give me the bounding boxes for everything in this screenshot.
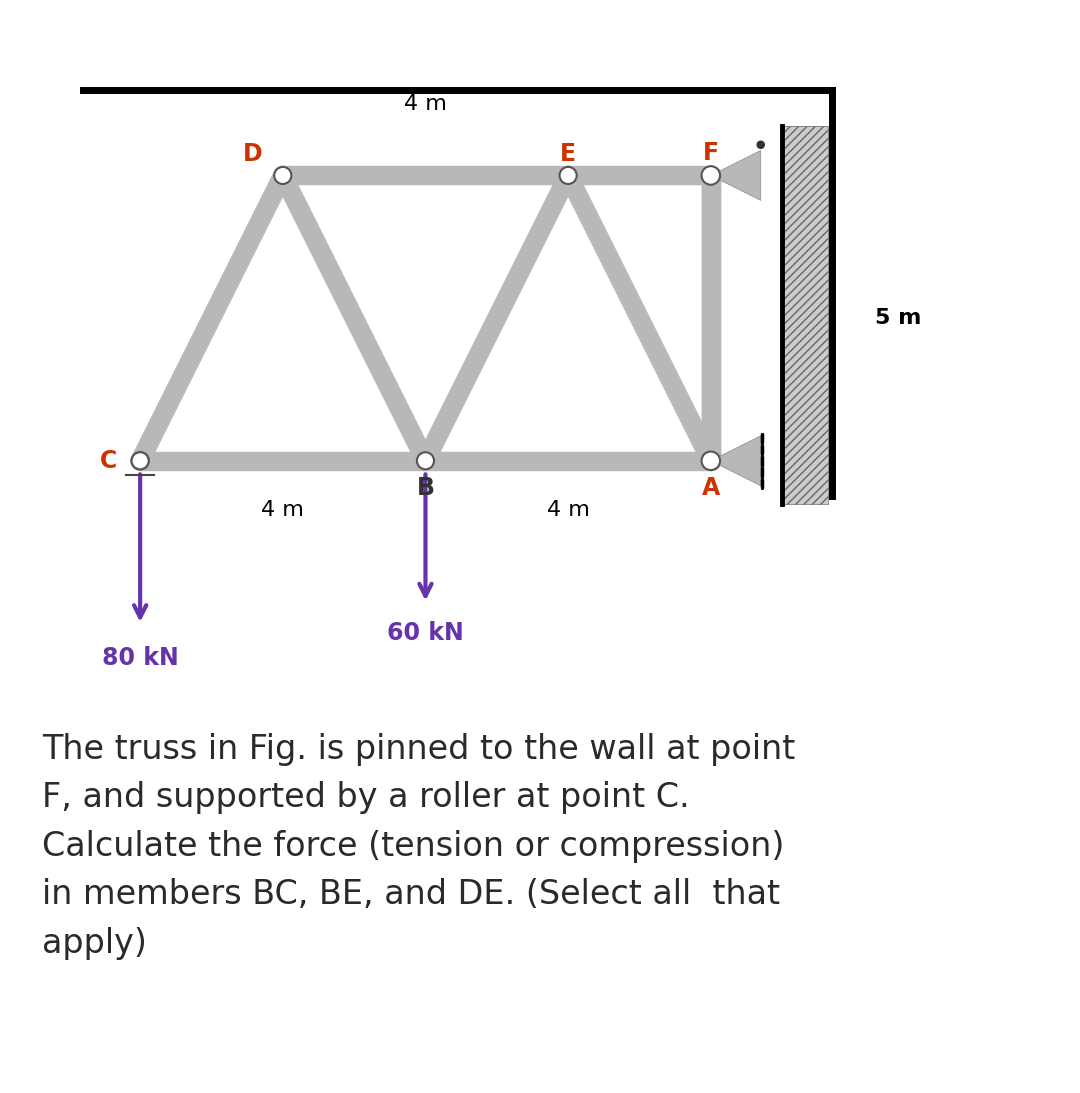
Text: F: F <box>703 141 719 165</box>
Polygon shape <box>711 151 760 200</box>
Text: 4 m: 4 m <box>404 94 447 114</box>
Text: E: E <box>561 142 577 166</box>
Text: B: B <box>417 475 434 500</box>
Text: The truss in Fig. is pinned to the wall at point
F, and supported by a roller at: The truss in Fig. is pinned to the wall … <box>42 732 796 960</box>
Text: D: D <box>243 142 262 166</box>
Polygon shape <box>711 436 760 485</box>
Text: C: C <box>100 449 118 473</box>
Text: 4 m: 4 m <box>261 500 305 520</box>
Text: A: A <box>702 475 720 500</box>
Circle shape <box>132 453 149 469</box>
Circle shape <box>417 453 434 469</box>
Circle shape <box>559 167 577 184</box>
Text: 80 kN: 80 kN <box>102 646 178 670</box>
Text: 60 kN: 60 kN <box>387 621 463 645</box>
Circle shape <box>274 167 292 184</box>
Circle shape <box>702 166 720 185</box>
Bar <box>782 126 828 504</box>
Bar <box>782 126 828 504</box>
Circle shape <box>702 451 720 470</box>
Circle shape <box>132 453 149 469</box>
Circle shape <box>756 141 765 149</box>
Text: 4 m: 4 m <box>546 500 590 520</box>
Text: 5 m: 5 m <box>875 308 921 328</box>
